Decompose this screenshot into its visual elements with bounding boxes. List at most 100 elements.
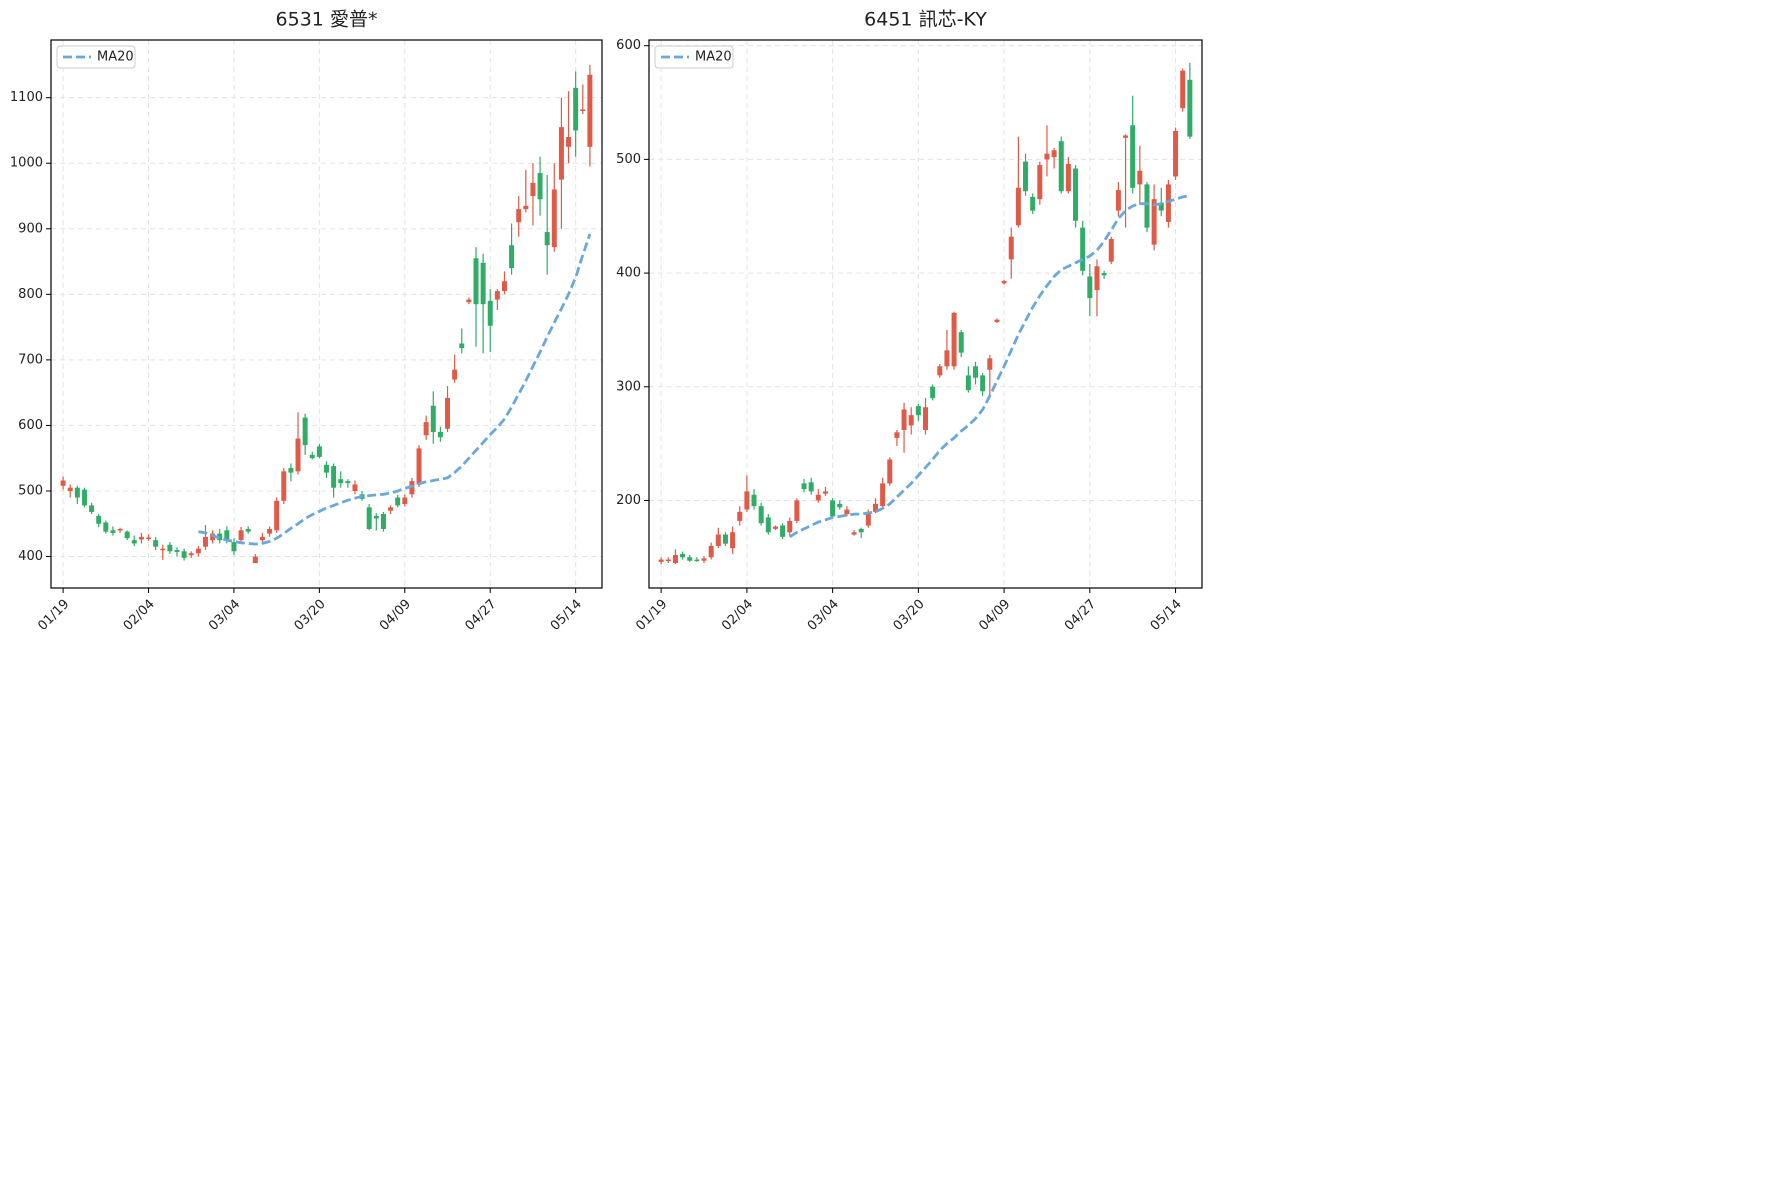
candle-body <box>281 471 287 501</box>
candle-body <box>366 507 372 530</box>
candle-body <box>1108 238 1114 262</box>
candle-body <box>530 182 536 197</box>
candle-body <box>758 506 764 524</box>
x-tick-label: 03/04 <box>805 597 842 634</box>
candle-body <box>787 520 793 533</box>
candle-body <box>494 291 500 300</box>
candle-body <box>665 559 671 562</box>
legend-label: MA20 <box>695 50 732 65</box>
candle-body <box>858 528 864 533</box>
legend-box <box>56 45 136 69</box>
x-tick-label: 01/19 <box>35 597 72 634</box>
candle-body <box>837 503 843 508</box>
candle-body <box>994 319 1000 322</box>
axes-frame <box>50 39 603 589</box>
candle-body <box>501 281 507 292</box>
candle-body <box>751 494 757 507</box>
y-tick-label: 1000 <box>10 156 43 171</box>
y-tick-label: 600 <box>18 418 43 433</box>
y-tick-label: 1100 <box>10 90 43 105</box>
candle-body <box>958 332 964 353</box>
candle-body <box>765 517 771 533</box>
candle-body <box>388 507 394 511</box>
candle-body <box>1187 79 1193 137</box>
y-tick-label: 400 <box>18 549 43 564</box>
candle-body <box>1158 202 1164 211</box>
candle-body <box>1037 165 1043 200</box>
candle-body <box>1087 276 1093 299</box>
candle-body <box>81 489 87 506</box>
candle-body <box>167 544 173 552</box>
candle-body <box>880 483 886 507</box>
y-tick-label: 200 <box>616 493 641 508</box>
candle-body <box>509 245 515 269</box>
candle-body <box>1080 227 1086 271</box>
x-tick-label: 04/27 <box>1062 597 1099 634</box>
candle-body <box>473 258 479 305</box>
candle-body <box>259 536 265 541</box>
candle-body <box>117 529 123 531</box>
candle-body <box>174 549 180 552</box>
candle-body <box>894 432 900 438</box>
candle-body <box>480 262 486 305</box>
candle-body <box>708 545 714 558</box>
y-tick-label: 400 <box>616 266 641 281</box>
candle-body <box>715 534 721 546</box>
candle-body <box>808 482 814 492</box>
candle-body <box>416 448 422 485</box>
candle-body <box>487 300 493 326</box>
candle-body <box>160 548 166 551</box>
candle-body <box>951 312 957 367</box>
chart-title: 6531 愛普* <box>276 9 378 31</box>
candle-body <box>566 137 572 147</box>
candle-body <box>922 407 929 430</box>
candle-body <box>188 553 194 556</box>
candle-body <box>331 466 337 488</box>
candle-body <box>1065 163 1071 192</box>
x-tick-label: 03/20 <box>292 597 329 634</box>
ma-line <box>789 194 1191 538</box>
candle-body <box>694 559 700 562</box>
candle-body <box>987 358 993 370</box>
y-tick-label: 500 <box>616 152 641 167</box>
candle-body <box>138 536 144 540</box>
candle-body <box>60 480 66 486</box>
candle-body <box>701 558 707 561</box>
candle-body <box>103 522 109 532</box>
candle-body <box>1023 161 1029 192</box>
candle-body <box>74 487 80 498</box>
candle-body <box>1073 168 1079 221</box>
candle-body <box>252 556 258 564</box>
x-tick-label: 02/04 <box>121 597 158 634</box>
candle-body <box>915 406 921 416</box>
y-tick-label: 500 <box>18 483 43 498</box>
y-tick-label: 800 <box>18 287 43 302</box>
candle-body <box>1137 170 1143 185</box>
candle-body <box>1001 281 1007 284</box>
candle-body <box>445 397 451 429</box>
y-tick-label: 300 <box>616 379 641 394</box>
candle-body <box>780 525 786 537</box>
candle-body <box>352 484 358 491</box>
candle-body <box>872 503 878 512</box>
candle-body <box>67 487 73 491</box>
candle-body <box>672 555 678 563</box>
candle-body <box>437 431 443 438</box>
candle-body <box>1051 150 1057 158</box>
candle-body <box>973 366 979 378</box>
candle-body <box>930 386 936 399</box>
candle-body <box>1130 125 1136 188</box>
y-tick-label: 700 <box>18 352 43 367</box>
candle-body <box>794 500 800 521</box>
x-tick-label: 03/04 <box>206 597 243 634</box>
candle-body <box>887 459 893 484</box>
candle-body <box>267 529 273 534</box>
candle-body <box>815 494 821 501</box>
candle-body <box>551 189 557 248</box>
candle-body <box>146 537 152 540</box>
x-tick-label: 03/20 <box>891 597 928 634</box>
candle-body <box>423 422 429 436</box>
candle-body <box>744 491 750 510</box>
candle-body <box>801 483 807 490</box>
candle-body <box>1101 273 1107 276</box>
